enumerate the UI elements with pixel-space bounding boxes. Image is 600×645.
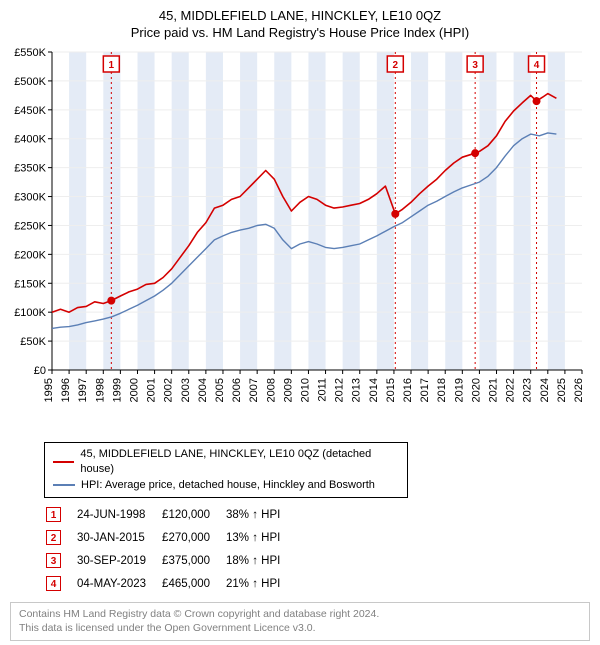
svg-text:2: 2 (393, 60, 399, 71)
legend-label: 45, MIDDLEFIELD LANE, HINCKLEY, LE10 0QZ… (80, 447, 399, 478)
svg-text:2020: 2020 (470, 378, 482, 402)
legend: 45, MIDDLEFIELD LANE, HINCKLEY, LE10 0QZ… (44, 442, 408, 498)
svg-text:2024: 2024 (539, 378, 551, 402)
svg-text:2021: 2021 (488, 378, 500, 402)
svg-text:£550K: £550K (14, 47, 46, 59)
title-main: 45, MIDDLEFIELD LANE, HINCKLEY, LE10 0QZ (6, 8, 594, 23)
svg-text:2002: 2002 (163, 378, 175, 402)
event-date: 04-MAY-2023 (77, 573, 160, 594)
event-row: 2 30-JAN-2015£270,00013% ↑ HPI (46, 527, 294, 548)
svg-text:2004: 2004 (197, 378, 209, 402)
chart: £0 £50K £100K £150K £200K £250K £300K £350K £400… (6, 46, 594, 436)
svg-text:£500K: £500K (14, 76, 46, 88)
attribution-line: This data is licensed under the Open Gov… (19, 622, 581, 636)
svg-text:£450K: £450K (14, 105, 46, 117)
svg-text:4: 4 (534, 60, 540, 71)
svg-text:1: 1 (109, 60, 115, 71)
svg-text:£50K: £50K (20, 336, 46, 348)
svg-text:2017: 2017 (419, 378, 431, 402)
svg-text:£300K: £300K (14, 192, 46, 204)
svg-text:2001: 2001 (146, 378, 158, 402)
event-row: 3 30-SEP-2019£375,00018% ↑ HPI (46, 550, 294, 571)
event-date: 30-SEP-2019 (77, 550, 160, 571)
svg-text:2014: 2014 (368, 378, 380, 402)
svg-text:1996: 1996 (60, 378, 72, 402)
svg-text:2026: 2026 (573, 378, 585, 402)
svg-text:2005: 2005 (214, 378, 226, 402)
svg-text:£0: £0 (34, 365, 46, 377)
svg-text:2015: 2015 (385, 378, 397, 402)
event-marker-icon: 4 (46, 576, 61, 591)
legend-swatch-icon (53, 484, 75, 486)
event-marker-icon: 1 (46, 507, 61, 522)
event-marker-icon: 2 (46, 530, 61, 545)
svg-text:2016: 2016 (402, 378, 414, 402)
event-date: 30-JAN-2015 (77, 527, 160, 548)
legend-item: 45, MIDDLEFIELD LANE, HINCKLEY, LE10 0QZ… (53, 447, 399, 478)
event-price: £375,000 (162, 550, 224, 571)
svg-text:2011: 2011 (317, 378, 329, 402)
event-marker-icon: 3 (46, 553, 61, 568)
svg-text:£100K: £100K (14, 307, 46, 319)
event-delta: 21% ↑ HPI (226, 573, 294, 594)
svg-text:1999: 1999 (111, 378, 123, 402)
titles: 45, MIDDLEFIELD LANE, HINCKLEY, LE10 0QZ… (6, 8, 594, 40)
chart-container: 45, MIDDLEFIELD LANE, HINCKLEY, LE10 0QZ… (0, 0, 600, 645)
svg-text:2010: 2010 (299, 378, 311, 402)
svg-text:2018: 2018 (436, 378, 448, 402)
chart-svg: £0 £50K £100K £150K £200K £250K £300K £350K £400… (6, 46, 594, 436)
event-delta: 18% ↑ HPI (226, 550, 294, 571)
svg-text:2013: 2013 (351, 378, 363, 402)
svg-text:2022: 2022 (505, 378, 517, 402)
svg-text:1998: 1998 (94, 378, 106, 402)
svg-text:2012: 2012 (334, 378, 346, 402)
svg-text:3: 3 (472, 60, 478, 71)
svg-text:2000: 2000 (128, 378, 140, 402)
svg-text:£150K: £150K (14, 278, 46, 290)
event-delta: 38% ↑ HPI (226, 504, 294, 525)
svg-text:1997: 1997 (77, 378, 89, 402)
svg-text:2006: 2006 (231, 378, 243, 402)
svg-text:2008: 2008 (265, 378, 277, 402)
event-price: £270,000 (162, 527, 224, 548)
svg-text:£200K: £200K (14, 249, 46, 261)
legend-item: HPI: Average price, detached house, Hinc… (53, 478, 399, 493)
event-row: 1 24-JUN-1998£120,00038% ↑ HPI (46, 504, 294, 525)
event-price: £120,000 (162, 504, 224, 525)
legend-label: HPI: Average price, detached house, Hinc… (81, 478, 375, 493)
svg-text:2009: 2009 (282, 378, 294, 402)
event-price: £465,000 (162, 573, 224, 594)
event-row: 4 04-MAY-2023£465,00021% ↑ HPI (46, 573, 294, 594)
attribution: Contains HM Land Registry data © Crown c… (10, 602, 590, 641)
svg-text:2003: 2003 (180, 378, 192, 402)
event-date: 24-JUN-1998 (77, 504, 160, 525)
svg-text:£350K: £350K (14, 163, 46, 175)
event-delta: 13% ↑ HPI (226, 527, 294, 548)
svg-text:2007: 2007 (248, 378, 260, 402)
title-sub: Price paid vs. HM Land Registry's House … (6, 25, 594, 40)
svg-text:2025: 2025 (556, 378, 568, 402)
events-table: 1 24-JUN-1998£120,00038% ↑ HPI 2 30-JAN-201… (44, 502, 296, 596)
svg-text:£400K: £400K (14, 134, 46, 146)
svg-text:1995: 1995 (43, 378, 55, 402)
svg-text:£250K: £250K (14, 220, 46, 232)
legend-swatch-icon (53, 461, 74, 463)
svg-text:2019: 2019 (453, 378, 465, 402)
svg-text:2023: 2023 (522, 378, 534, 402)
